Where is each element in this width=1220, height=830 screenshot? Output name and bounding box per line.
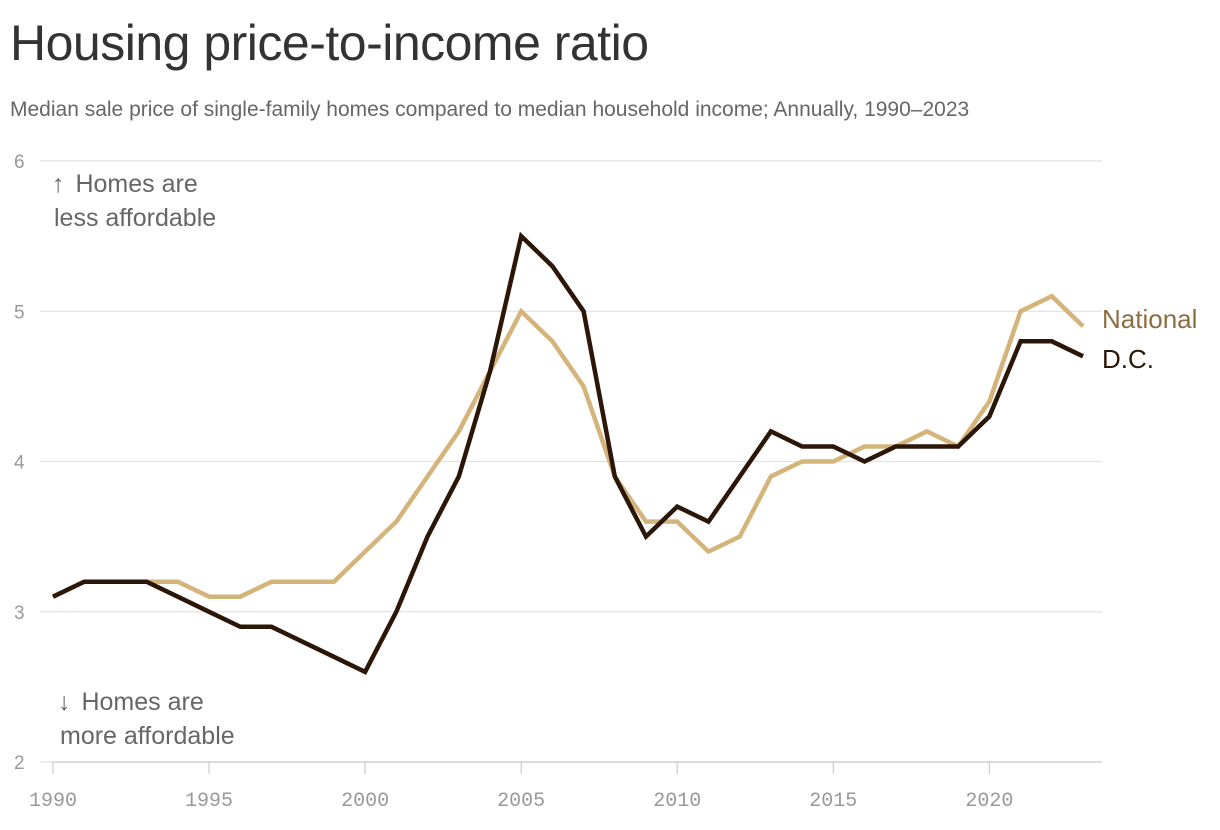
y-tick-label: 2 (14, 753, 25, 774)
annotation-less-affordable: ↑ Homes are less affordable (52, 170, 216, 232)
annotation-less-affordable-line1: Homes are (75, 170, 197, 198)
x-tick-label: 2005 (497, 790, 545, 813)
annotation-more-affordable-line2: more affordable (60, 722, 235, 750)
down-arrow-icon: ↓ (58, 688, 71, 716)
up-arrow-icon: ↑ (52, 170, 65, 198)
annotation-more-affordable: ↓ Homes are more affordable (58, 688, 235, 750)
gridlines (40, 160, 1102, 763)
series-line-national (52, 293, 1085, 599)
annotations: ↑ Homes are less affordable ↓ Homes are … (52, 170, 235, 750)
chart-subtitle: Median sale price of single-family homes… (10, 98, 970, 121)
x-tick-label: 1990 (29, 790, 77, 813)
series-label-national: National (1102, 304, 1197, 334)
x-axis: 1990 1995 2000 2005 2010 2015 2020 (29, 761, 1102, 813)
x-tick-label: 2010 (653, 790, 701, 813)
annotation-less-affordable-line2: less affordable (54, 204, 216, 232)
chart-title: Housing price-to-income ratio (10, 15, 649, 71)
y-tick-label: 3 (14, 603, 25, 624)
x-tick-label: 1995 (185, 790, 233, 813)
x-tick-label: 2020 (965, 790, 1013, 813)
x-tick-label: 2015 (809, 790, 857, 813)
y-tick-label: 4 (14, 453, 25, 474)
series-lines (52, 231, 1085, 675)
series-label-dc: D.C. (1102, 344, 1154, 374)
annotation-more-affordable-line1: Homes are (81, 688, 203, 716)
x-tick-label: 2000 (341, 790, 389, 813)
y-axis: 2 3 4 5 6 (14, 152, 25, 774)
series-line-dc (52, 231, 1084, 675)
y-tick-label: 6 (14, 152, 25, 173)
y-tick-label: 5 (14, 302, 25, 323)
series-labels: National D.C. (1102, 304, 1197, 374)
